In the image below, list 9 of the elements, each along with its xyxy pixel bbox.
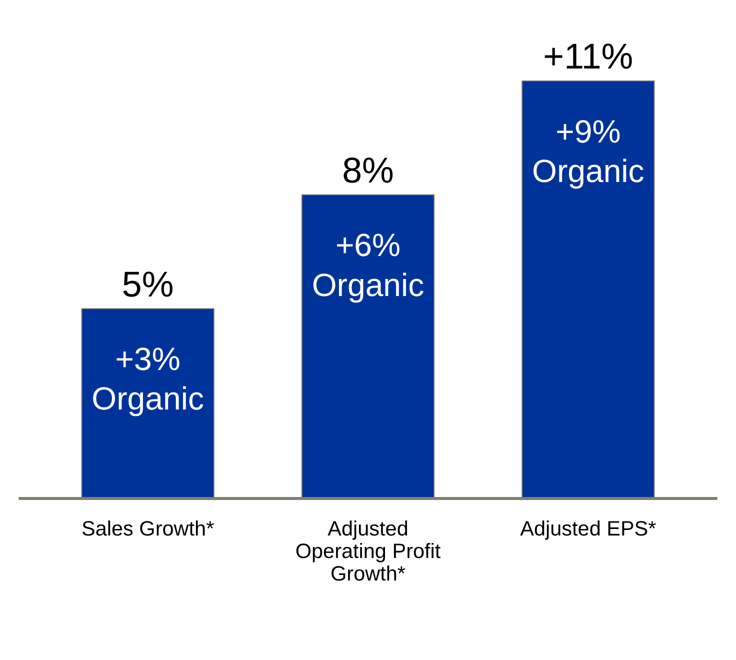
- data-label: 5%: [122, 264, 174, 304]
- annotation: +3% Organic: [92, 341, 204, 417]
- x-tick-label: Adjusted EPS*: [520, 517, 656, 540]
- data-label: 8%: [342, 150, 394, 191]
- x-tick-label: Adjusted Operating Profit Growth*: [295, 517, 441, 586]
- data-label: +11%: [543, 36, 634, 77]
- annotation: +9% Organic: [532, 113, 644, 189]
- annotation: +6% Organic: [312, 227, 424, 303]
- x-tick-label: Sales Growth*: [82, 517, 214, 540]
